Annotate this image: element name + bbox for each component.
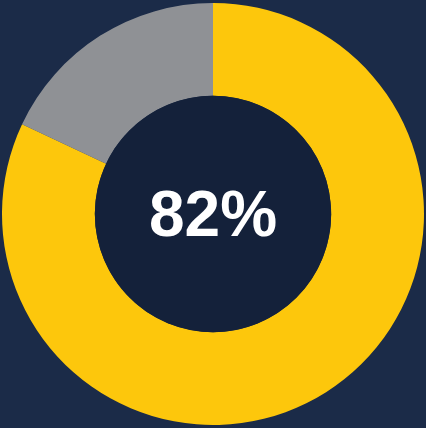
background (0, 0, 426, 428)
chart: 82% (0, 0, 426, 428)
slice (2, 3, 424, 425)
center-label: 82% (149, 178, 277, 250)
donut: 82% (2, 3, 424, 425)
hole (95, 96, 331, 332)
